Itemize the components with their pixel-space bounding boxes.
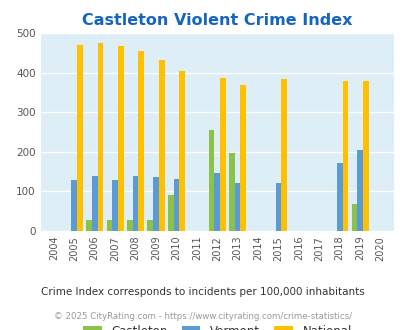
- Bar: [77, 45, 83, 231]
- Bar: [153, 177, 158, 231]
- Bar: [234, 183, 240, 231]
- Bar: [132, 176, 138, 231]
- Bar: [173, 179, 179, 231]
- Bar: [220, 78, 225, 231]
- Bar: [362, 81, 368, 231]
- Bar: [118, 46, 124, 231]
- Bar: [97, 43, 103, 231]
- Bar: [214, 173, 220, 231]
- Bar: [158, 60, 164, 231]
- Bar: [147, 220, 153, 231]
- Bar: [106, 220, 112, 231]
- Bar: [71, 180, 77, 231]
- Title: Castleton Violent Crime Index: Castleton Violent Crime Index: [82, 13, 352, 28]
- Bar: [167, 195, 173, 231]
- Bar: [228, 153, 234, 231]
- Bar: [112, 180, 118, 231]
- Legend: Castleton, Vermont, National: Castleton, Vermont, National: [78, 320, 356, 330]
- Bar: [281, 79, 286, 231]
- Text: © 2025 CityRating.com - https://www.cityrating.com/crime-statistics/: © 2025 CityRating.com - https://www.city…: [54, 312, 351, 321]
- Bar: [127, 220, 132, 231]
- Bar: [179, 71, 185, 231]
- Bar: [208, 130, 214, 231]
- Text: Crime Index corresponds to incidents per 100,000 inhabitants: Crime Index corresponds to incidents per…: [41, 287, 364, 297]
- Bar: [275, 183, 281, 231]
- Bar: [86, 220, 92, 231]
- Bar: [240, 85, 245, 231]
- Bar: [138, 51, 144, 231]
- Bar: [342, 81, 347, 231]
- Bar: [92, 176, 97, 231]
- Bar: [356, 150, 362, 231]
- Bar: [351, 204, 356, 231]
- Bar: [336, 163, 342, 231]
